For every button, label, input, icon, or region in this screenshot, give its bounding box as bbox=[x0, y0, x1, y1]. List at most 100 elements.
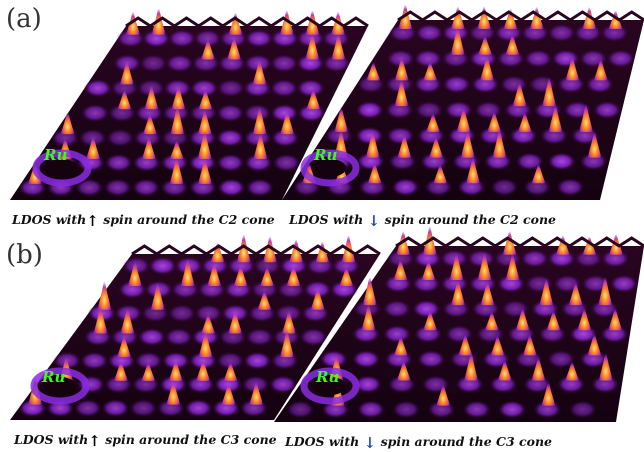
ldos-blob bbox=[547, 152, 576, 171]
surface-ridge bbox=[125, 16, 369, 28]
ldos-peak bbox=[522, 332, 537, 356]
ldos-blob bbox=[440, 249, 469, 268]
arrow-up-icon: ↑ bbox=[86, 212, 99, 230]
ldos-blob bbox=[80, 351, 109, 370]
ldos-peak bbox=[541, 379, 556, 406]
ldos-peak bbox=[252, 103, 267, 135]
ldos-peak bbox=[365, 128, 380, 158]
ldos-blob bbox=[184, 399, 213, 418]
ldos-blob bbox=[286, 400, 315, 419]
ldos-peak bbox=[86, 134, 101, 159]
ldos-peak bbox=[421, 258, 436, 280]
ldos-peak bbox=[253, 129, 268, 159]
ldos-peak bbox=[361, 301, 376, 331]
ldos-blob bbox=[81, 104, 110, 122]
ldos-blob bbox=[444, 101, 473, 119]
ldos-peak bbox=[487, 109, 502, 132]
ldos-peak bbox=[166, 378, 181, 405]
arrow-up-icon: ↑ bbox=[88, 432, 101, 450]
ldos-peak bbox=[423, 308, 438, 331]
ldos-peak bbox=[517, 110, 532, 132]
ldos-peak bbox=[464, 349, 479, 381]
ldos-peak bbox=[480, 53, 495, 81]
ldos-blob bbox=[103, 178, 132, 197]
ldos-peak bbox=[228, 10, 243, 35]
ldos-peak bbox=[228, 308, 243, 334]
caption-a-spin-up: LDOS with↑ spin around the C2 cone bbox=[12, 212, 275, 229]
ldos-peak bbox=[587, 129, 602, 158]
ldos-peak bbox=[480, 278, 495, 306]
ldos-blob bbox=[593, 101, 622, 119]
ldos-blob bbox=[490, 178, 519, 197]
ldos-blob bbox=[386, 49, 415, 68]
ldos-peak bbox=[546, 308, 561, 331]
ldos-peak bbox=[367, 160, 382, 184]
ldos-peak bbox=[426, 111, 441, 132]
ldos-blob bbox=[132, 178, 161, 197]
ldos-blob bbox=[270, 104, 299, 122]
caption-b-spin-down: LDOS with ↓ spin around the C3 cone bbox=[285, 434, 552, 451]
panel-label-b: (b) bbox=[6, 240, 43, 270]
ldos-blob bbox=[243, 351, 272, 370]
ldos-peak bbox=[436, 382, 451, 406]
ldos-peak bbox=[587, 331, 602, 356]
ldos-peak bbox=[279, 326, 294, 358]
ldos-peak bbox=[97, 278, 112, 310]
ldos-peak bbox=[141, 134, 156, 159]
ldos-blob bbox=[216, 153, 245, 172]
ldos-peak bbox=[394, 76, 409, 107]
ldos-peak bbox=[460, 127, 475, 158]
ldos-peak bbox=[423, 59, 438, 81]
ldos-peak bbox=[542, 74, 557, 107]
ldos-blob bbox=[194, 304, 223, 323]
ldos-peak bbox=[196, 357, 211, 381]
ru-site-ring bbox=[300, 149, 360, 187]
ldos-peak bbox=[93, 303, 108, 334]
ldos-peak bbox=[169, 153, 184, 184]
ldos-peak bbox=[210, 240, 225, 263]
ru-site-ring bbox=[32, 149, 92, 187]
ldos-peak bbox=[142, 112, 157, 135]
ldos-peak bbox=[450, 23, 465, 55]
ldos-peak bbox=[310, 285, 325, 310]
ldos-blob bbox=[501, 299, 530, 318]
ldos-peak bbox=[281, 308, 296, 334]
ldos-blob bbox=[520, 249, 549, 268]
ldos-blob bbox=[556, 178, 585, 197]
ldos-blob bbox=[139, 54, 168, 73]
caption-b-up-post: spin around the C3 cone bbox=[105, 432, 277, 447]
ru-site-hole bbox=[44, 377, 76, 395]
ldos-peak bbox=[593, 56, 608, 81]
ldos-peak bbox=[169, 138, 184, 159]
ldos-blob bbox=[296, 79, 325, 98]
ldos-peak bbox=[286, 263, 301, 287]
ldos-blob bbox=[414, 49, 443, 68]
ru-label-b-up: Ru bbox=[42, 368, 66, 386]
ldos-blob bbox=[129, 399, 158, 418]
caption-a-down-post: spin around the C2 cone bbox=[384, 212, 556, 227]
ldos-blob bbox=[319, 350, 348, 369]
ldos-blob bbox=[75, 178, 104, 197]
ldos-peak bbox=[548, 102, 563, 132]
ldos-surface-a-up bbox=[10, 5, 369, 200]
ldos-peak bbox=[608, 305, 623, 331]
ldos-peak bbox=[529, 4, 544, 30]
ldos-peak bbox=[577, 306, 592, 331]
ldos-blob bbox=[515, 152, 544, 171]
ldos-blob bbox=[137, 328, 166, 346]
ldos-blob bbox=[547, 350, 576, 369]
ldos-surface-b-up bbox=[10, 231, 381, 420]
ldos-peak bbox=[141, 360, 156, 381]
ldos-blob bbox=[165, 54, 194, 73]
ldos-peak bbox=[223, 360, 238, 381]
ldos-blob bbox=[352, 350, 381, 369]
ldos-peak bbox=[260, 264, 275, 287]
ldos-blob bbox=[383, 325, 412, 343]
caption-a-down-pre: LDOS with bbox=[289, 212, 364, 227]
ldos-peak bbox=[393, 257, 408, 280]
ldos-blob bbox=[270, 79, 299, 98]
ldos-peak bbox=[515, 305, 530, 331]
caption-b-up-pre: LDOS with bbox=[14, 432, 89, 447]
ldos-peak bbox=[512, 79, 527, 107]
ldos-blob bbox=[216, 351, 245, 370]
